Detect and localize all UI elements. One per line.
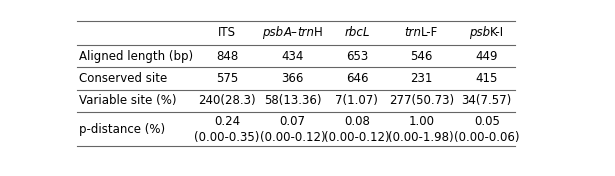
Text: rbc: rbc — [344, 26, 363, 39]
Text: L-F: L-F — [421, 26, 438, 39]
Text: p-distance (%): p-distance (%) — [79, 123, 165, 136]
Text: psb: psb — [262, 26, 284, 39]
Text: Aligned length (bp): Aligned length (bp) — [79, 49, 193, 62]
Text: 0.24
(0.00-0.35): 0.24 (0.00-0.35) — [194, 115, 260, 144]
Text: psb: psb — [469, 26, 490, 39]
Text: 58(13.36): 58(13.36) — [264, 94, 321, 107]
Text: 575: 575 — [216, 72, 238, 85]
Text: 449: 449 — [475, 49, 498, 62]
Text: 0.08
(0.00-0.12): 0.08 (0.00-0.12) — [324, 115, 390, 144]
Text: 646: 646 — [346, 72, 368, 85]
Text: 1.00
(0.00-1.98): 1.00 (0.00-1.98) — [389, 115, 454, 144]
Text: trn: trn — [297, 26, 314, 39]
Text: 653: 653 — [346, 49, 368, 62]
Text: 277(50.73): 277(50.73) — [389, 94, 454, 107]
Text: K-I: K-I — [490, 26, 504, 39]
Text: 0.05
(0.00-0.06): 0.05 (0.00-0.06) — [454, 115, 520, 144]
Text: 231: 231 — [410, 72, 432, 85]
Text: 415: 415 — [475, 72, 498, 85]
Text: 366: 366 — [281, 72, 304, 85]
Text: Conserved site: Conserved site — [79, 72, 167, 85]
Text: L: L — [363, 26, 370, 39]
Text: 848: 848 — [216, 49, 238, 62]
Text: Variable site (%): Variable site (%) — [79, 94, 177, 107]
Text: 34(7.57): 34(7.57) — [462, 94, 512, 107]
Text: 0.07
(0.00-0.12): 0.07 (0.00-0.12) — [260, 115, 325, 144]
Text: 546: 546 — [410, 49, 432, 62]
Text: ITS: ITS — [218, 26, 236, 39]
Text: A–: A– — [284, 26, 297, 39]
Text: 240(28.3): 240(28.3) — [198, 94, 256, 107]
Text: 7(1.07): 7(1.07) — [335, 94, 378, 107]
Text: trn: trn — [404, 26, 421, 39]
Text: 434: 434 — [281, 49, 304, 62]
Text: H: H — [314, 26, 323, 39]
